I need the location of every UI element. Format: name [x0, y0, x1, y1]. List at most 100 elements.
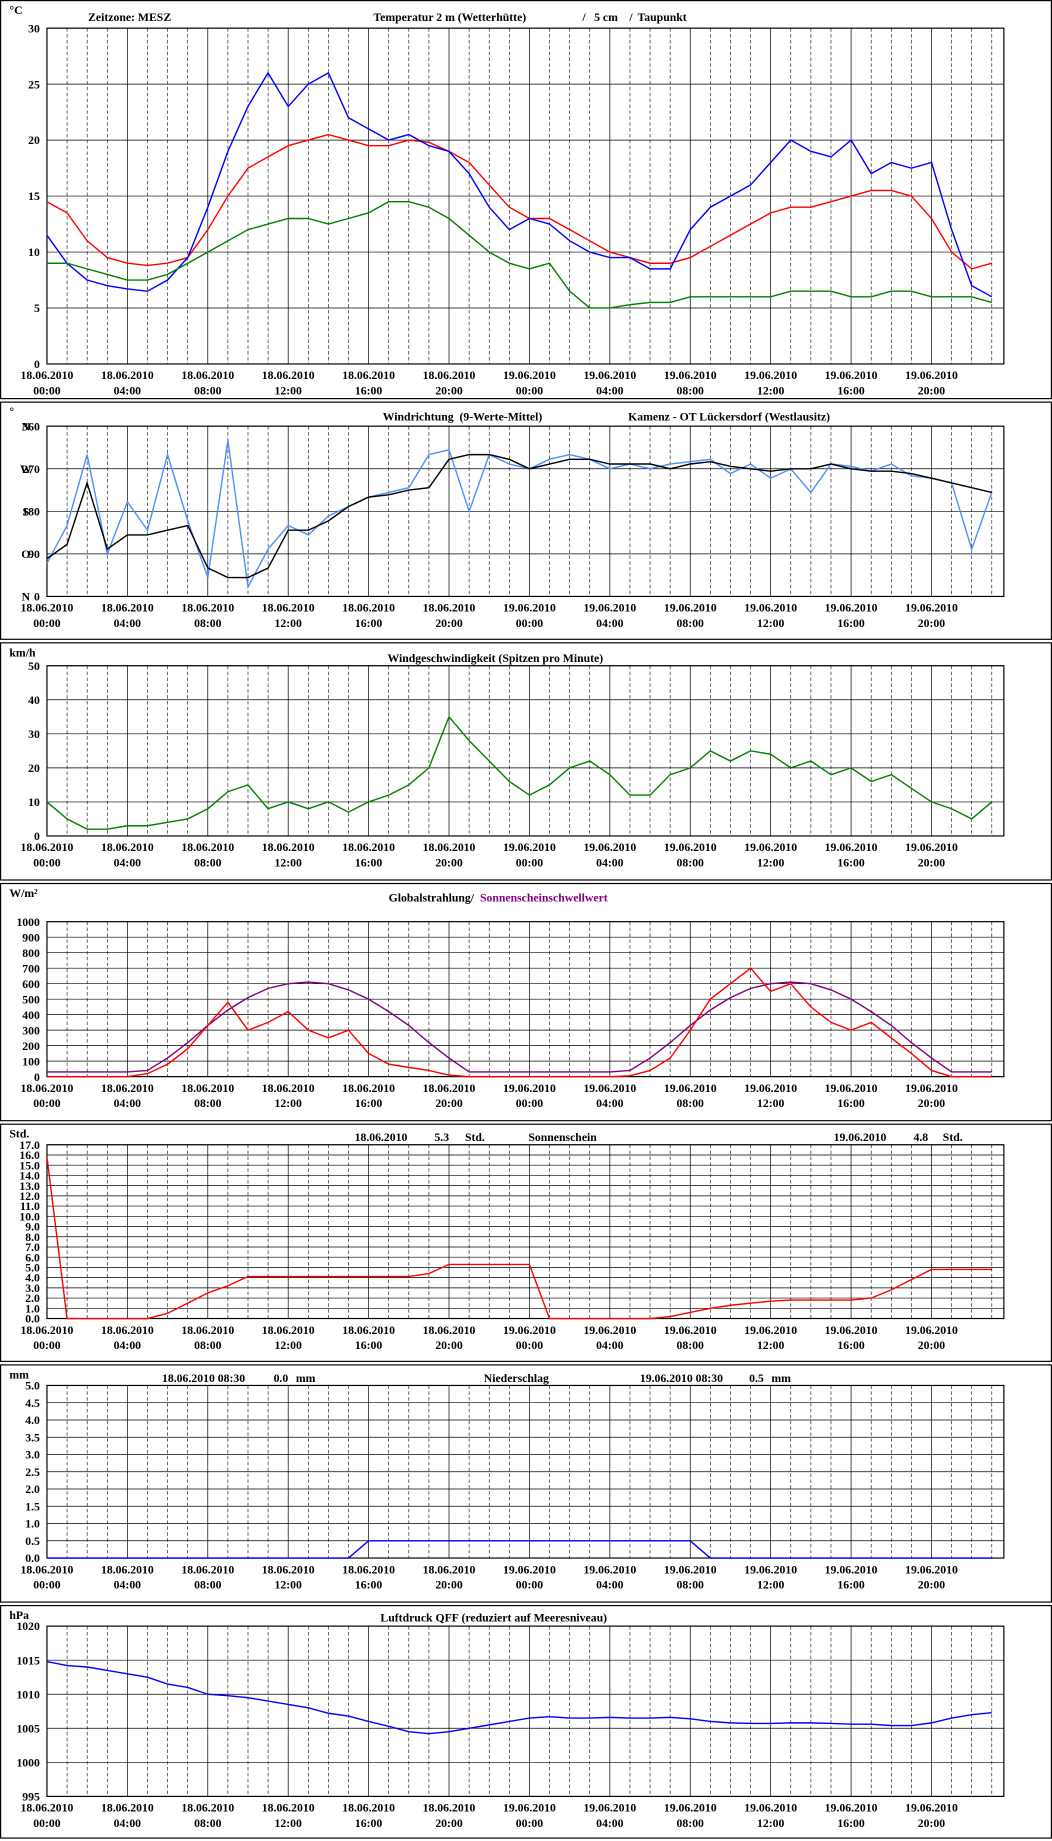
x-tick-label-line: 19.06.2010	[664, 602, 717, 615]
x-tick-label: 18.06.2010 00:00	[21, 1082, 74, 1110]
x-tick-label-line: 19.06.2010	[583, 1563, 636, 1576]
y-tick-label: 700	[22, 962, 40, 975]
series-line	[46, 71, 993, 298]
x-tick-label: 18.06.2010 20:00	[423, 1324, 476, 1352]
y-tick-label: 2.0	[25, 1483, 40, 1496]
x-tick-label-line: 04:00	[596, 617, 624, 630]
chart-label: 0.0	[274, 1372, 289, 1385]
x-tick-label-line: 12:00	[275, 1817, 303, 1830]
y-tick-label: 20	[28, 134, 40, 147]
x-tick-label: 19.06.2010 04:00	[583, 841, 636, 869]
chart-label: 18.06.2010	[355, 1131, 408, 1144]
series-line	[46, 201, 992, 309]
y-tick-label: 100	[22, 1055, 40, 1068]
direction-label: O	[21, 548, 30, 561]
x-tick-label-line: 12:00	[757, 1579, 785, 1592]
direction-label: S	[23, 505, 30, 518]
x-tick-label-line: 16:00	[837, 617, 865, 630]
x-tick-label-line: 08:00	[677, 856, 705, 869]
x-tick-label-line: 20:00	[435, 1817, 463, 1830]
x-tick-label-line: 19.06.2010	[744, 1082, 797, 1095]
x-tick-label-line: 18.06.2010	[342, 1563, 395, 1576]
x-tick-label: 19.06.2010 20:00	[905, 1082, 958, 1110]
x-tick-label: 18.06.2010 04:00	[101, 1324, 154, 1352]
y-tick-label: 3.0	[25, 1282, 40, 1295]
chart-label: Windrichtung (9-Werte-Mittel)	[383, 410, 543, 423]
chart-label: Sonnenscheinschwellwert	[480, 892, 608, 905]
x-tick-label-line: 19.06.2010	[503, 1802, 556, 1815]
plot-area	[46, 1625, 1005, 1797]
x-tick-label: 19.06.2010 16:00	[825, 1082, 878, 1110]
series-line	[46, 453, 992, 579]
x-tick-label-line: 19.06.2010	[664, 1802, 717, 1815]
x-tick-label: 18.06.2010 04:00	[101, 1563, 154, 1591]
y-tick-label: 12.0	[19, 1190, 40, 1203]
x-tick-label: 18.06.2010 12:00	[262, 1324, 315, 1352]
y-tick-label: 30	[28, 22, 40, 35]
y-tick-label: 300	[22, 1024, 40, 1037]
x-tick-label-line: 18.06.2010	[101, 602, 154, 615]
x-tick-label-line: 16:00	[355, 1339, 383, 1352]
x-tick-label-line: 00:00	[33, 617, 61, 630]
x-tick-label-line: 19.06.2010	[583, 1324, 636, 1337]
y-tick-label: 14.0	[19, 1170, 40, 1183]
x-tick-label: 18.06.2010 16:00	[342, 1082, 395, 1110]
y-tick-label: 20	[28, 762, 40, 775]
x-tick-label: 19.06.2010 08:00	[664, 369, 717, 397]
chart-label: mm	[296, 1372, 316, 1385]
y-tick-label: 2.5	[25, 1466, 40, 1479]
unit-label: °C	[9, 4, 22, 17]
series-line	[46, 967, 992, 1078]
x-tick-label: 19.06.2010 20:00	[905, 369, 958, 397]
x-tick-label: 19.06.2010 04:00	[583, 1563, 636, 1591]
x-tick-label: 19.06.2010 00:00	[503, 369, 556, 397]
x-tick-label-line: 20:00	[918, 617, 946, 630]
x-tick-label-line: 18.06.2010	[181, 841, 234, 854]
chart-label: Kamenz - OT Lückersdorf (Westlausitz)	[628, 410, 830, 423]
x-tick-label-line: 08:00	[194, 617, 222, 630]
y-tick-label: 2.0	[25, 1292, 40, 1305]
x-tick-label-line: 12:00	[757, 1817, 785, 1830]
x-tick-label-line: 19.06.2010	[503, 1324, 556, 1337]
x-tick-label-line: 19.06.2010	[503, 1563, 556, 1576]
x-tick-label-line: 20:00	[435, 617, 463, 630]
y-tick-label: 1015	[16, 1654, 40, 1667]
chart-label: 19.06.2010 08:30	[640, 1372, 723, 1385]
x-tick-label: 19.06.2010 12:00	[744, 369, 797, 397]
x-tick-label: 19.06.2010 04:00	[583, 1082, 636, 1110]
x-tick-label: 18.06.2010 16:00	[342, 841, 395, 869]
x-tick-label-line: 20:00	[918, 1579, 946, 1592]
x-tick-label-line: 20:00	[435, 1339, 463, 1352]
x-tick-label-line: 16:00	[355, 1097, 383, 1110]
direction-label: N	[22, 420, 31, 433]
x-tick-label-line: 20:00	[918, 385, 946, 398]
x-tick-label-line: 19.06.2010	[905, 602, 958, 615]
x-tick-label-line: 16:00	[837, 385, 865, 398]
x-tick-label: 19.06.2010 12:00	[744, 1324, 797, 1352]
x-tick-label-line: 18.06.2010	[262, 602, 315, 615]
chart-label: Zeitzone: MESZ	[88, 11, 171, 24]
x-tick-label-line: 18.06.2010	[181, 369, 234, 382]
x-tick-label: 18.06.2010 20:00	[423, 841, 476, 869]
x-tick-label-line: 00:00	[516, 385, 544, 398]
x-tick-label-line: 18.06.2010	[262, 1082, 315, 1095]
x-tick-label-line: 04:00	[596, 1097, 624, 1110]
x-tick-label-line: 18.06.2010	[181, 1802, 234, 1815]
x-tick-label-line: 20:00	[435, 856, 463, 869]
y-tick-label: 5	[34, 302, 40, 315]
x-tick-label-line: 19.06.2010	[744, 1324, 797, 1337]
x-tick-label-line: 19.06.2010	[825, 841, 878, 854]
x-tick-label: 19.06.2010 20:00	[905, 1802, 958, 1830]
x-tick-label: 19.06.2010 20:00	[905, 1563, 958, 1591]
x-tick-label: 18.06.2010 00:00	[21, 602, 74, 630]
x-tick-label-line: 19.06.2010	[825, 1082, 878, 1095]
x-tick-label-line: 16:00	[837, 1097, 865, 1110]
series-line	[46, 1156, 992, 1320]
x-tick-label-line: 04:00	[596, 1579, 624, 1592]
x-tick-label-line: 19.06.2010	[583, 841, 636, 854]
x-tick-label: 18.06.2010 16:00	[342, 1324, 395, 1352]
chart-label: Windgeschwindigkeit (Spitzen pro Minute)	[387, 652, 603, 665]
x-tick-label-line: 08:00	[194, 1817, 222, 1830]
x-tick-label: 19.06.2010 04:00	[583, 369, 636, 397]
